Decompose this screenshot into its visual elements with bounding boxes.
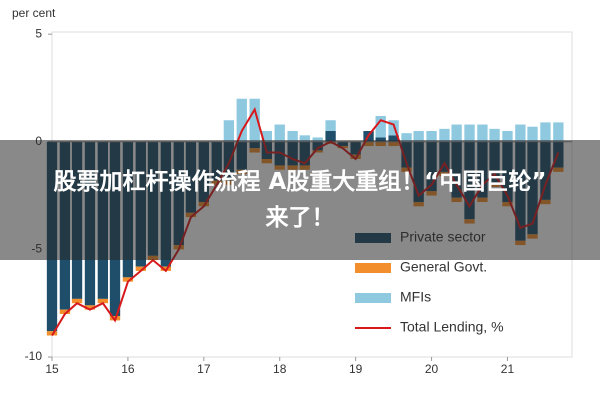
x-tick-label: 17 [197,362,211,376]
bar [375,137,386,142]
bar [287,131,298,142]
legend-label: General Govt. [400,259,487,275]
bar [299,135,310,142]
bar [388,135,399,142]
bar [122,277,134,282]
bar [325,120,336,132]
bar [401,133,412,142]
bar [553,122,564,142]
bar [274,124,285,142]
x-tick-label: 20 [425,362,439,376]
bar [223,120,235,142]
bar [540,122,551,142]
bar [439,128,450,142]
bar [527,126,538,142]
bar [426,131,437,142]
bar [71,298,83,304]
bar [464,124,475,142]
bar [135,266,146,271]
bar [312,137,323,142]
y-tick-label: 5 [35,26,42,40]
x-tick-label: 18 [273,362,287,376]
y-tick-label: -10 [25,349,43,363]
x-tick-label: 21 [501,362,515,376]
bar [489,128,500,142]
bar [515,124,526,142]
legend-swatch [355,293,391,303]
bar [46,331,58,336]
x-tick-label: 16 [121,362,135,376]
banner: 股票加杠杆操作流程 A股重大重组！“中国巨轮” 来了！ [0,140,600,260]
bar [59,309,71,314]
bar [477,124,488,142]
x-tick-label: 19 [349,362,363,376]
bar [388,120,399,136]
bar [451,124,462,142]
y-axis-label: per cent [12,6,56,20]
x-tick-label: 15 [45,362,59,376]
legend-label: MFIs [400,289,431,305]
banner-line: 来了！ [265,205,335,231]
bar [261,131,272,142]
legend-label: Total Lending, % [400,319,504,335]
bar [160,266,172,271]
bar [84,305,96,310]
bar [502,131,513,142]
legend-swatch [355,263,391,273]
bar [325,131,336,142]
bar [249,98,260,142]
bar [236,98,247,142]
banner-line: 股票加杠杆操作流程 A股重大重组！“中国巨轮” [53,169,547,195]
bar [375,115,386,138]
bar [97,298,109,304]
bar [413,131,424,142]
